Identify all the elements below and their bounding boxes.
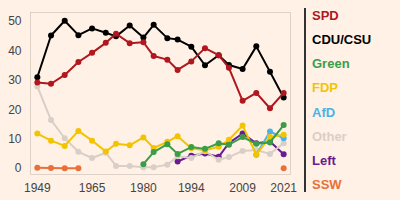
svg-text:1949: 1949 (24, 181, 51, 195)
html-text:Other: Other (312, 128, 347, 144)
html-text:Green: Green (312, 56, 350, 72)
html-text:SPD: SPD (312, 8, 339, 23)
svg-text:10: 10 (8, 132, 22, 146)
svg-text:2021: 2021 (270, 181, 297, 195)
html-text:Left: Left (312, 152, 336, 168)
html-text:AfD: AfD (312, 104, 336, 120)
svg-text:1965: 1965 (79, 181, 106, 195)
svg-text:50: 50 (8, 14, 22, 28)
html-text:CDU/CSU: CDU/CSU (312, 32, 372, 48)
html-text:FDP: FDP (312, 80, 338, 96)
svg-text:1994: 1994 (178, 181, 205, 195)
svg-text:0: 0 (15, 161, 22, 175)
svg-text:1980: 1980 (130, 181, 157, 195)
svg-text:20: 20 (8, 103, 22, 117)
svg-text:40: 40 (8, 44, 22, 58)
svg-text:2009: 2009 (229, 181, 256, 195)
html-text:SSW: SSW (312, 177, 342, 192)
svg-text:30: 30 (8, 73, 22, 87)
